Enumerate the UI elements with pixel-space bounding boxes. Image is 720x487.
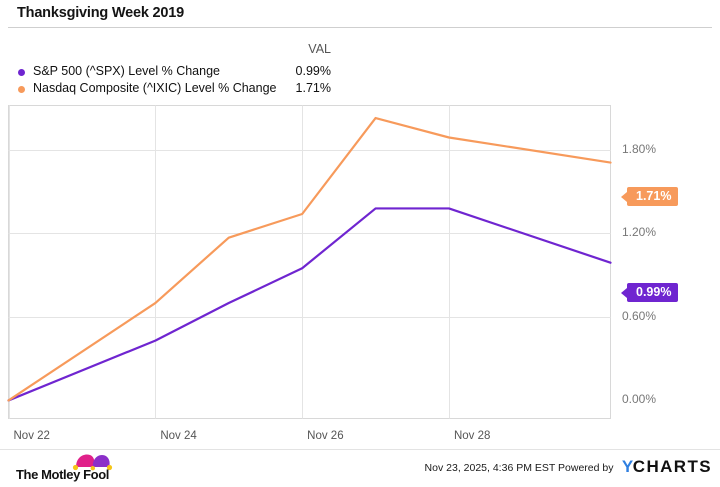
motley-fool-logo: The Motley Fool [16, 453, 136, 483]
legend-dot-spx [18, 68, 25, 76]
value-flag-ixic: 1.71% [620, 187, 679, 206]
grid-lines-vertical [9, 105, 450, 419]
ycharts-y-mark: Y [621, 457, 633, 476]
legend-label-spx: S&P 500 (^SPX) Level % Change [33, 64, 220, 78]
chart-header: Thanksgiving Week 2019 [0, 0, 720, 28]
footer-timestamp: Nov 23, 2025, 4:36 PM EST Powered by [424, 462, 614, 474]
legend-value-column-header: VAL [308, 42, 331, 56]
value-flag-spx: 0.99% [620, 283, 679, 302]
header-divider [8, 27, 712, 28]
jester-cap-icon [72, 454, 113, 471]
x-axis-tick-label: Nov 22 [13, 430, 50, 442]
ycharts-attribution: Nov 23, 2025, 4:36 PM EST Powered by YCH… [424, 457, 712, 480]
page-title: Thanksgiving Week 2019 [17, 5, 184, 21]
legend-dot-ixic [18, 85, 25, 93]
grid-lines-horizontal [8, 150, 611, 318]
y-axis-tick-label: 0.00% [622, 392, 657, 407]
legend-value-spx: 0.99% [295, 64, 331, 78]
motley-fool-wordmark: The Motley Fool [16, 467, 109, 482]
x-axis-tick-label: Nov 28 [453, 430, 491, 442]
legend-item-ixic[interactable]: Nasdaq Composite (^IXIC) Level % Change … [0, 80, 345, 97]
y-axis-tick-label: 1.80% [622, 142, 657, 156]
legend-item-spx[interactable]: S&P 500 (^SPX) Level % Change 0.99% [0, 63, 345, 80]
footer-divider [0, 449, 720, 450]
ycharts-wordmark: CHARTS [632, 457, 712, 476]
chart-footer: The Motley Fool Nov 23, 2025, 4:36 PM ES… [0, 449, 720, 487]
series-line [7, 116, 612, 402]
series-line [7, 207, 612, 402]
legend-label-ixic: Nasdaq Composite (^IXIC) Level % Change [33, 81, 277, 95]
x-axis-tick-label: Nov 26 [307, 430, 344, 442]
y-axis-tick-label: 1.20% [622, 225, 657, 240]
legend-value-ixic: 1.71% [295, 81, 331, 95]
ycharts-logo: YCHARTS [622, 457, 712, 477]
x-axis-tick-label: Nov 24 [160, 430, 197, 442]
series-lines [7, 116, 612, 402]
y-axis-tick-label: 0.60% [622, 308, 657, 323]
